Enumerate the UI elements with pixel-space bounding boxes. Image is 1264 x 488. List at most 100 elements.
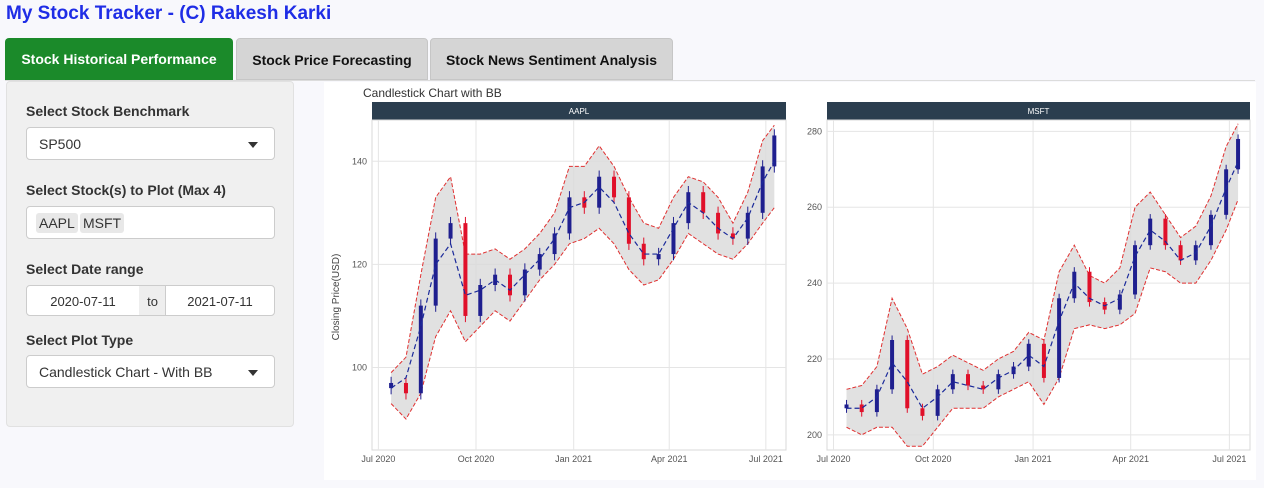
candle-body	[935, 389, 940, 416]
lower-band-line	[846, 199, 1239, 447]
tab-stock-news-sentiment[interactable]: Stock News Sentiment Analysis	[430, 38, 673, 80]
y-tick-label: 140	[352, 156, 367, 166]
candle-body	[656, 254, 661, 260]
candle-body	[1057, 298, 1062, 378]
panel-msft: MSFT 200 220 240 260 280 Jul 2020 Oct 2020 Jan 2…	[807, 102, 1251, 464]
candle-body	[905, 340, 910, 409]
plottype-select[interactable]: Candlestick Chart - With BB	[26, 355, 275, 388]
candle-body	[463, 223, 468, 316]
candle-body	[844, 404, 849, 409]
facet-label: MSFT	[1028, 107, 1050, 116]
facet-strip	[827, 102, 1250, 120]
daterange-input: 2020-07-11 to 2021-07-11	[26, 285, 275, 316]
y-tick-label: 260	[807, 202, 822, 212]
lower-band-line	[390, 207, 775, 420]
candle-body	[1178, 245, 1183, 261]
candle-body	[567, 197, 572, 234]
candle-body	[1208, 214, 1213, 246]
candle-body	[996, 374, 1001, 390]
x-tick-label: Jan 2021	[1015, 454, 1052, 464]
upper-band-line	[390, 124, 775, 374]
candle-body	[626, 197, 631, 244]
candle-body	[522, 269, 527, 296]
plottype-label: Select Plot Type	[26, 332, 134, 348]
x-tick-label: Jul 2020	[816, 454, 850, 464]
candle-body	[1236, 138, 1241, 170]
benchmark-select[interactable]: SP500	[26, 127, 275, 160]
chart-title: Candlestick Chart with BB	[363, 86, 502, 100]
sidebar-panel: Select Stock Benchmark SP500 Select Stoc…	[6, 81, 294, 427]
candle-body	[730, 233, 735, 239]
candle-body	[597, 176, 602, 208]
x-tick-label: Jul 2021	[749, 454, 783, 464]
candle-body	[701, 192, 706, 213]
x-tick-label: Oct 2020	[915, 454, 952, 464]
candle-body	[448, 223, 453, 239]
candle-body	[686, 192, 691, 224]
tab-stock-historical-performance[interactable]: Stock Historical Performance	[5, 38, 233, 80]
candle-body	[950, 374, 955, 390]
moving-average-line	[390, 160, 775, 389]
candle-body	[772, 135, 777, 167]
start-date-input[interactable]: 2020-07-11	[26, 285, 140, 316]
candle-body	[859, 404, 864, 413]
candle-body	[418, 305, 423, 394]
app-title: My Stock Tracker - (C) Rakesh Karki	[6, 3, 332, 24]
x-tick-label: Oct 2020	[458, 454, 495, 464]
candle-body	[612, 176, 617, 198]
panel-aapl: AAPL 100 120 140 Jul 2020 Oct 2020 Jan 2021 Apr…	[352, 102, 787, 464]
candle-body	[1148, 218, 1153, 246]
candle-body	[1117, 294, 1122, 310]
candle-body	[671, 223, 676, 255]
tab-divider	[5, 80, 1255, 81]
y-axis-label: Closing Price(USD)	[331, 254, 342, 341]
candle-body	[508, 274, 512, 296]
bollinger-band-fill	[846, 123, 1239, 447]
candle-body	[1041, 343, 1046, 378]
stocks-multiselect[interactable]: AAPL MSFT	[26, 206, 275, 239]
y-tick-label: 280	[807, 126, 822, 136]
y-tick-label: 200	[807, 430, 822, 440]
candle-body	[745, 212, 750, 239]
candle-body	[981, 385, 986, 390]
candle-body	[641, 243, 646, 260]
candlestick-chart: Candlestick Chart with BB Closing Price(…	[331, 86, 1251, 464]
candle-body	[1224, 169, 1229, 215]
moving-average-line	[846, 161, 1239, 410]
x-tick-label: Apr 2021	[1112, 454, 1149, 464]
x-tick-label: Jul 2021	[1212, 454, 1246, 464]
y-tick-label: 100	[352, 363, 367, 373]
facet-label: AAPL	[569, 107, 590, 116]
benchmark-value: SP500	[39, 136, 82, 152]
chevron-down-icon	[248, 142, 258, 148]
candle-body	[537, 254, 542, 270]
y-tick-label: 220	[807, 354, 822, 364]
y-tick-label: 120	[352, 259, 367, 269]
x-tick-label: Jul 2020	[361, 454, 395, 464]
end-date-input[interactable]: 2021-07-11	[165, 285, 275, 316]
candle-body	[1026, 343, 1031, 367]
candle-body	[716, 212, 721, 234]
candle-body	[760, 166, 765, 213]
candle-body	[389, 382, 394, 389]
tab-stock-price-forecasting[interactable]: Stock Price Forecasting	[236, 38, 428, 80]
stock-tag-aapl[interactable]: AAPL	[36, 213, 78, 233]
candle-body	[478, 285, 483, 316]
bollinger-band-fill	[391, 125, 775, 420]
x-tick-label: Apr 2021	[651, 454, 688, 464]
candle-body	[966, 374, 970, 386]
candle-body	[1163, 218, 1168, 246]
candle-body	[874, 389, 879, 413]
chevron-down-icon	[248, 370, 258, 376]
candle-body	[920, 408, 925, 416]
stock-tag-msft[interactable]: MSFT	[80, 213, 125, 233]
x-tick-label: Jan 2021	[555, 454, 592, 464]
candle-body	[1133, 245, 1138, 295]
facet-strip	[372, 102, 786, 120]
candle-body	[1087, 271, 1092, 303]
plot-output: Candlestick Chart with BB Closing Price(…	[324, 82, 1256, 480]
benchmark-label: Select Stock Benchmark	[26, 103, 190, 119]
daterange-label: Select Date range	[26, 261, 144, 277]
candle-body	[433, 238, 438, 306]
y-tick-label: 240	[807, 278, 822, 288]
